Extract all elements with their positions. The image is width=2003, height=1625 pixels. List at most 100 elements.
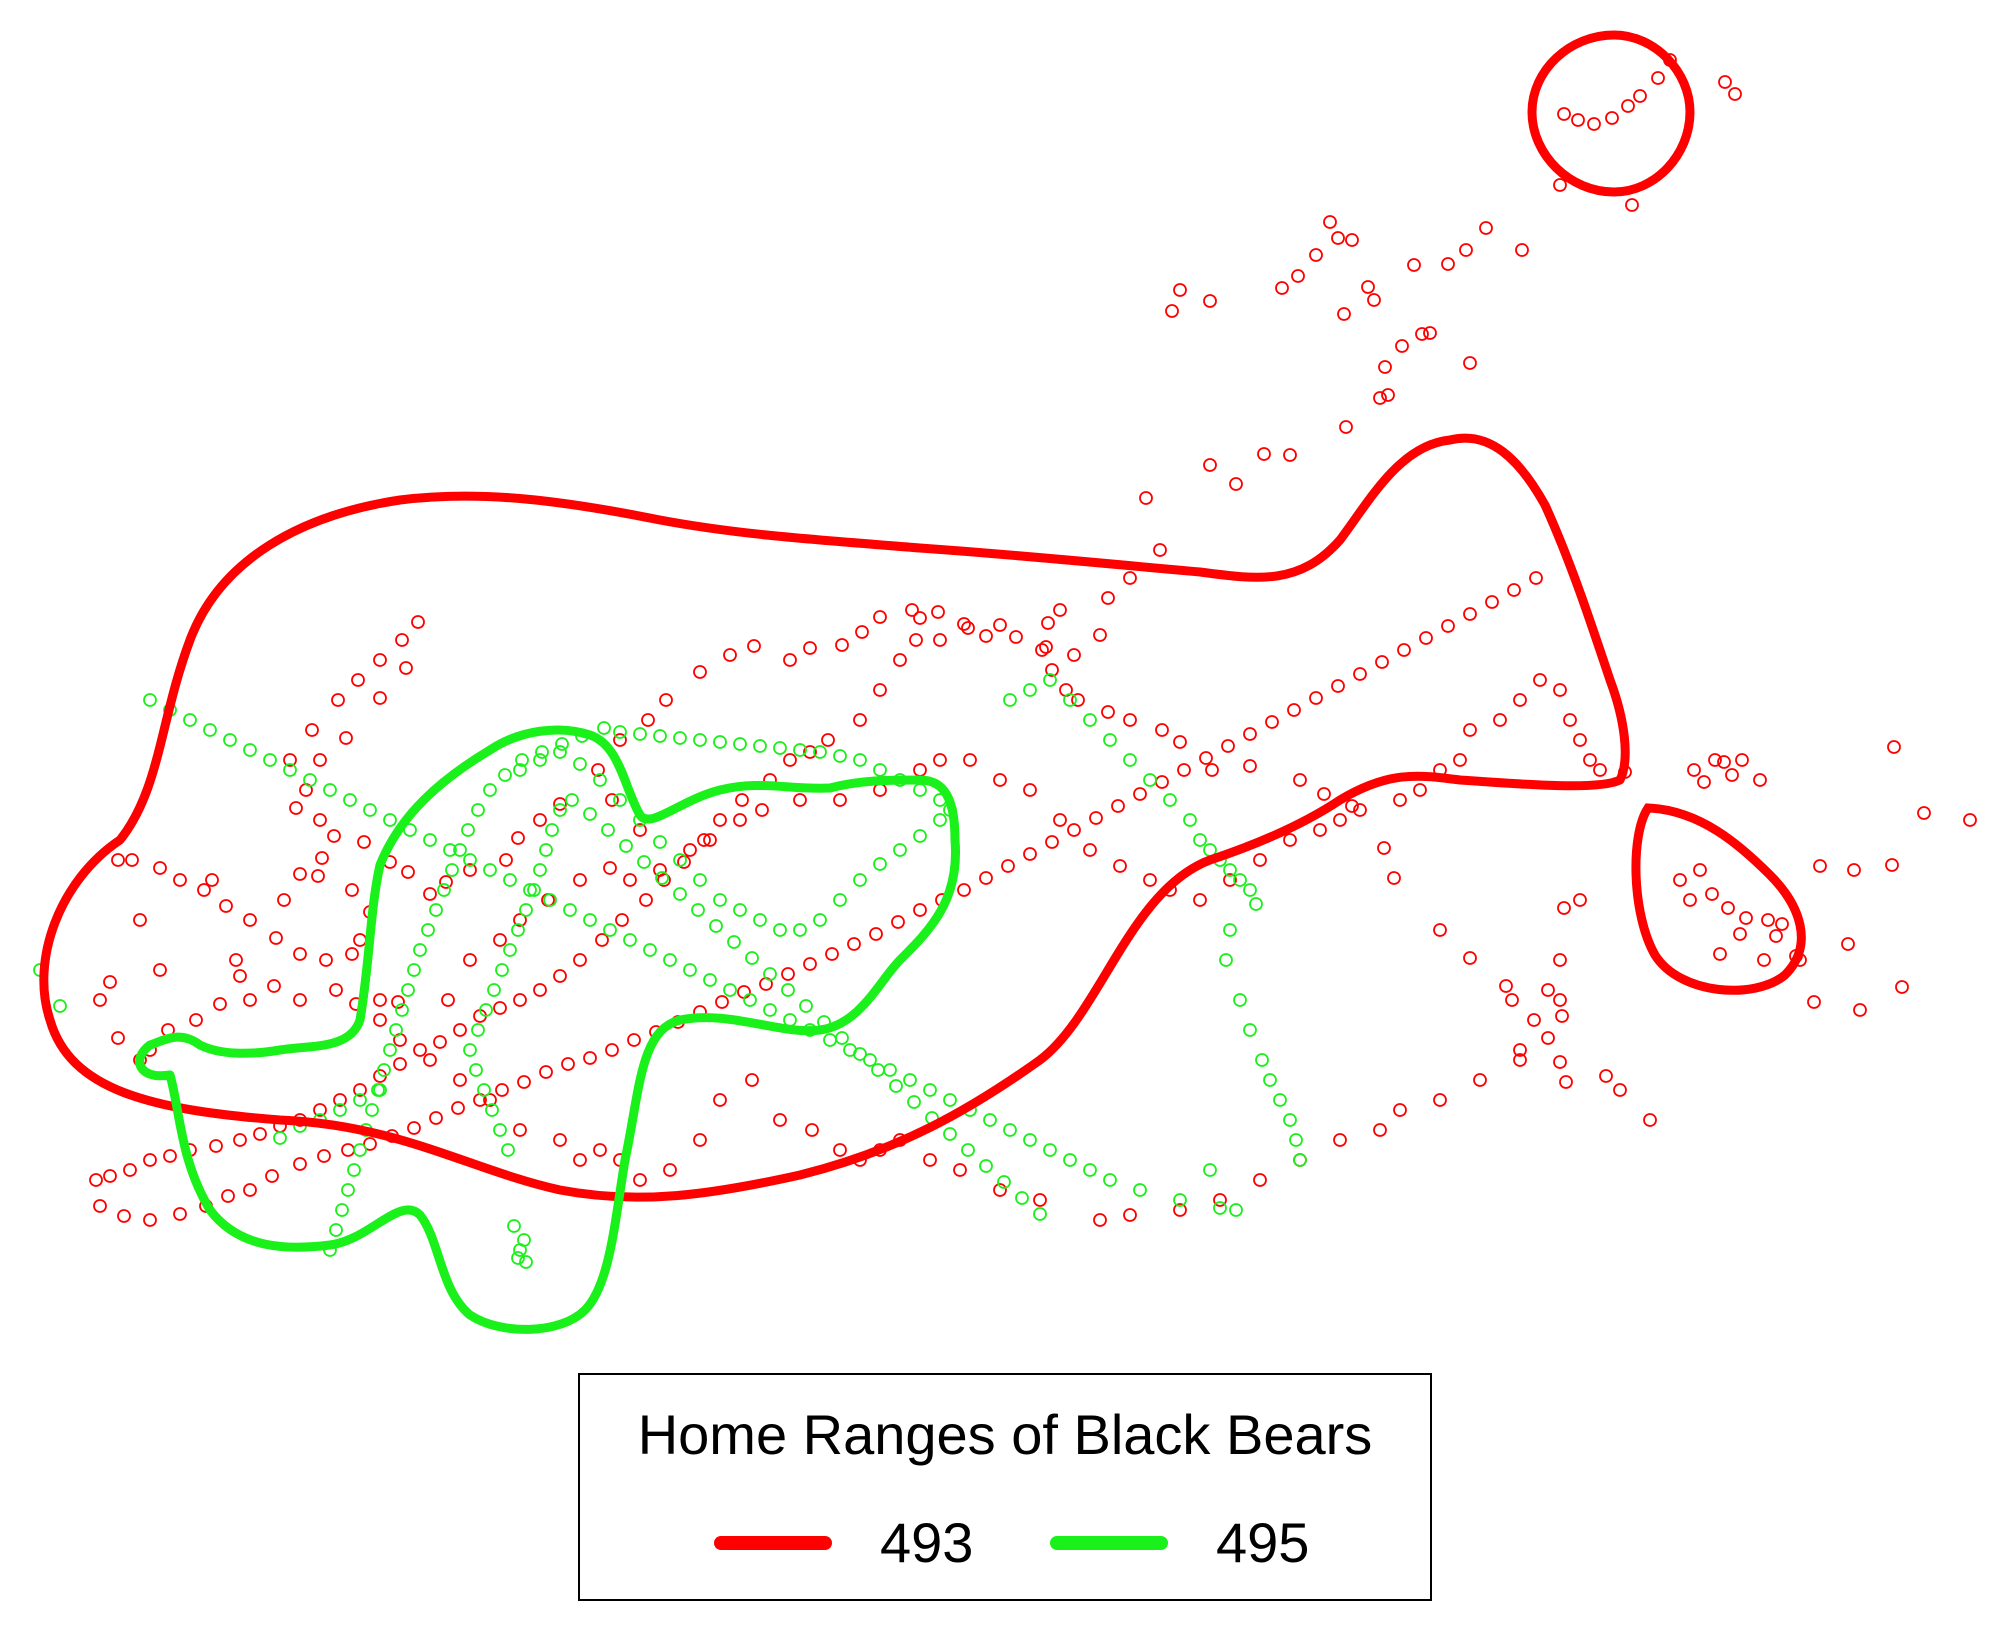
point-495-162 [903,1073,917,1087]
point-493-309 [393,1057,407,1071]
point-495-67 [335,1203,349,1217]
point-493-202 [423,1053,437,1067]
point-493-279 [1035,643,1049,657]
point-493-248 [1775,917,1789,931]
point-495-175 [643,943,657,957]
point-495-207 [353,1093,367,1107]
point-495-44 [515,753,529,767]
point-493-386 [1463,607,1477,621]
point-493-293 [713,813,727,827]
point-493-274 [1123,713,1137,727]
point-493-313 [313,1103,327,1117]
point-493-224 [1505,993,1519,1007]
point-495-143 [1273,1093,1287,1107]
point-493-51 [961,621,975,635]
point-493-131 [733,813,747,827]
point-495-118 [1015,1191,1029,1205]
point-493-119 [391,995,405,1009]
point-495-9 [693,873,707,887]
point-493-223 [1527,1013,1541,1027]
point-493-150 [1313,823,1327,837]
point-495-165 [843,1043,857,1057]
point-493-312 [333,1093,347,1107]
point-493-176 [1213,1193,1227,1207]
point-493-206 [329,983,343,997]
point-493-139 [993,773,1007,787]
point-495-133 [1223,863,1237,877]
point-493-115 [293,867,307,881]
point-495-122 [1043,673,1057,687]
point-493-267 [1345,799,1359,813]
point-495-124 [1083,713,1097,727]
point-493-218 [1613,1083,1627,1097]
point-495-100 [691,903,705,917]
point-495-3 [573,757,587,771]
point-493-216 [93,993,107,1007]
point-493-254 [1673,873,1687,887]
point-495-188 [383,813,397,827]
point-493-55 [873,610,887,624]
point-495-157 [1003,1123,1017,1137]
point-495-145 [1289,1133,1303,1147]
point-495-74 [507,1219,521,1233]
legend-entry-493: 493 [714,1513,973,1573]
point-493-271 [1205,763,1219,777]
point-493-383 [1397,643,1411,657]
point-493-211 [189,1013,203,1027]
point-493-191 [713,1093,727,1107]
point-495-104 [763,967,777,981]
point-493-231 [1753,773,1767,787]
point-493-121 [463,953,477,967]
point-495-140 [1243,1023,1257,1037]
point-493-27 [1345,233,1359,247]
point-495-166 [823,1033,837,1047]
point-493-118 [373,993,387,1007]
point-493-111 [205,873,219,887]
point-493-247 [1769,929,1783,943]
point-493-259 [1553,953,1567,967]
point-493-373 [1177,763,1191,777]
point-493-167 [1553,993,1567,1007]
point-495-12 [753,913,767,927]
point-495-158 [983,1113,997,1127]
point-495-84 [495,963,509,977]
point-493-42 [1153,543,1167,557]
point-493-192 [693,1133,707,1147]
point-495-105 [781,983,795,997]
point-493-112 [229,953,243,967]
point-493-23 [1165,304,1179,318]
point-495-83 [487,983,501,997]
point-495-185 [443,843,457,857]
point-493-379 [1309,691,1323,705]
point-493-220 [1559,1075,1573,1089]
point-493-232 [1735,753,1749,767]
point-493-221 [1553,1055,1567,1069]
point-495-169 [763,1003,777,1017]
point-495-4 [593,773,607,787]
point-495-92 [553,803,567,817]
point-495-138 [1219,953,1233,967]
point-493-353 [737,985,751,999]
point-493-141 [1053,813,1067,827]
point-495-32 [753,739,767,753]
point-493-12 [1515,243,1529,257]
point-495-21 [933,813,947,827]
point-493-48 [1067,648,1081,662]
point-493-197 [573,1153,587,1167]
point-495-168 [783,1013,797,1027]
point-493-215 [111,1031,125,1045]
point-493-265 [1387,871,1401,885]
point-493-356 [803,957,817,971]
point-493-317 [233,1133,247,1147]
point-493-154 [1413,783,1427,797]
point-495-126 [1123,753,1137,767]
point-495-27 [853,753,867,767]
point-493-116 [311,869,325,883]
point-495-71 [517,1233,531,1247]
point-495-56 [401,983,415,997]
point-493-13 [1479,221,1493,235]
point-493-19 [1337,307,1351,321]
point-495-111 [889,1079,903,1093]
point-493-84 [331,693,345,707]
point-493-127 [623,873,637,887]
